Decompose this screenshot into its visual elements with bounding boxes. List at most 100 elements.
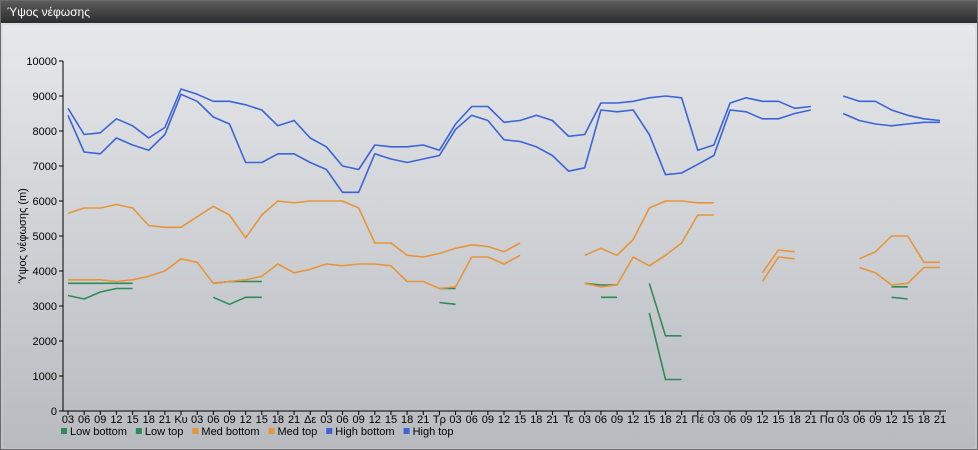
x-tick-label: 03 (449, 414, 461, 426)
legend-swatch (268, 428, 275, 434)
y-tick-label: 9000 (33, 91, 57, 103)
x-tick-label: 18 (918, 414, 930, 426)
x-tick-label: 15 (256, 414, 268, 426)
series-line (439, 301, 456, 306)
series-line (648, 283, 682, 337)
x-tick-label: 21 (546, 414, 558, 426)
x-tick-label: 18 (530, 414, 542, 426)
legend-entry: High bottom (335, 426, 394, 438)
legend-entry: Med top (278, 426, 318, 438)
series-line (761, 256, 795, 282)
x-tick-label: 03 (320, 414, 332, 426)
series-line (67, 88, 811, 171)
x-tick-label: 21 (288, 414, 300, 426)
x-tick-label: 06 (78, 414, 90, 426)
series-line (212, 296, 262, 306)
series-line (858, 235, 940, 264)
x-tick-label: 18 (143, 414, 155, 426)
x-tick-label: 09 (869, 414, 881, 426)
x-tick-label: 12 (498, 414, 510, 426)
x-tick-label: 03 (579, 414, 591, 426)
y-axis-label: Ύψος νέφωσης (m) (17, 188, 29, 284)
x-tick-label: Κυ (174, 414, 187, 426)
legend-entry: Low top (145, 426, 184, 438)
x-tick-label: Πα (820, 414, 835, 426)
x-tick-label: 03 (62, 414, 74, 426)
x-tick-label: 15 (772, 414, 784, 426)
x-tick-label: 15 (902, 414, 914, 426)
y-tick-label: 2000 (33, 336, 57, 348)
x-tick-label: 21 (159, 414, 171, 426)
legend-swatch (403, 428, 410, 434)
x-tick-label: 06 (724, 414, 736, 426)
legend-entry: Med bottom (201, 426, 259, 438)
x-tick-label: 06 (853, 414, 865, 426)
x-tick-label: 12 (110, 414, 122, 426)
x-tick-label: 15 (385, 414, 397, 426)
x-tick-label: Πέ (691, 414, 704, 426)
x-tick-label: 09 (94, 414, 106, 426)
series-line (859, 266, 940, 286)
x-tick-label: 12 (627, 414, 639, 426)
x-tick-label: Δε (304, 414, 316, 426)
y-tick-label: 4000 (33, 266, 57, 278)
x-tick-label: 15 (643, 414, 655, 426)
x-tick-label: Τρ (433, 414, 446, 426)
x-tick-label: 21 (417, 414, 429, 426)
y-tick-label: 6000 (33, 196, 57, 208)
x-tick-label: 06 (466, 414, 478, 426)
x-tick-label: 06 (336, 414, 348, 426)
y-tick-label: 3000 (33, 301, 57, 313)
legend-swatch (192, 428, 199, 434)
x-tick-label: 15 (126, 414, 138, 426)
x-tick-label: 09 (740, 414, 752, 426)
x-tick-label: 06 (207, 414, 219, 426)
x-tick-label: 09 (611, 414, 623, 426)
x-tick-label: 15 (514, 414, 526, 426)
y-tick-label: 8000 (33, 126, 57, 138)
x-tick-label: 18 (272, 414, 284, 426)
y-tick-label: 5000 (33, 231, 57, 243)
y-tick-label: 7000 (33, 161, 57, 173)
x-tick-label: 21 (934, 414, 946, 426)
x-tick-label: 12 (240, 414, 252, 426)
x-tick-label: 12 (369, 414, 381, 426)
x-tick-label: 21 (676, 414, 688, 426)
x-tick-label: 18 (659, 414, 671, 426)
x-tick-label: 12 (756, 414, 768, 426)
legend-entry: Low bottom (70, 426, 127, 438)
x-tick-label: 21 (805, 414, 817, 426)
series-line (842, 112, 940, 127)
window-title: Ύψος νέφωσης (1, 1, 977, 23)
x-tick-label: 09 (223, 414, 235, 426)
x-tick-label: 03 (191, 414, 203, 426)
x-tick-label: 06 (595, 414, 607, 426)
series-line (891, 296, 908, 300)
y-tick-label: 1000 (33, 371, 57, 383)
series-line (67, 287, 133, 300)
series-line (68, 254, 521, 290)
series-line (584, 200, 714, 257)
x-tick-label: 03 (837, 414, 849, 426)
x-tick-label: 03 (708, 414, 720, 426)
x-tick-label: 09 (353, 414, 365, 426)
x-tick-label: 18 (401, 414, 413, 426)
series-line (67, 200, 521, 258)
series-line (584, 214, 714, 288)
x-tick-label: Τε (563, 414, 574, 426)
x-tick-label: 12 (885, 414, 897, 426)
series-line (842, 95, 941, 122)
x-tick-label: 09 (482, 414, 494, 426)
chart-panel (3, 25, 975, 448)
y-tick-label: 10000 (26, 56, 57, 68)
series-line (67, 93, 811, 194)
legend-swatch (61, 428, 67, 434)
legend-swatch (135, 428, 142, 434)
series-line (648, 312, 682, 381)
x-tick-label: 18 (789, 414, 801, 426)
series-line (761, 249, 795, 274)
y-tick-label: 0 (51, 406, 57, 418)
legend-swatch (326, 428, 333, 434)
